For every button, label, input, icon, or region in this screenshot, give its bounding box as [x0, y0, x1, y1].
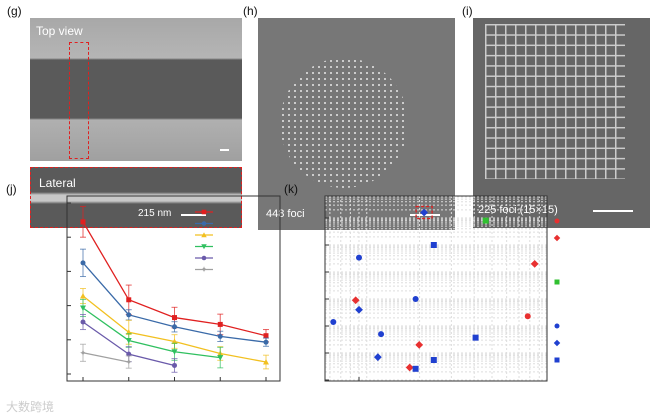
sem-448-foci: 448 foci	[258, 18, 455, 230]
data-point	[263, 333, 269, 339]
data-point	[172, 315, 177, 321]
data-point	[378, 331, 385, 338]
panel-label-j: (j)	[6, 182, 17, 196]
watermark: 大数跨境	[6, 400, 55, 414]
data-point	[80, 305, 86, 311]
scatter-chart-k	[324, 195, 561, 382]
dimension-label: 215 nm	[138, 208, 172, 219]
data-point	[430, 357, 437, 364]
data-point: ✦	[125, 357, 133, 367]
panel-label-h: (h)	[243, 4, 258, 18]
plot-frame	[66, 195, 281, 382]
legend-marker	[554, 357, 560, 363]
panel-label-k: (k)	[284, 182, 298, 196]
legend-marker	[554, 323, 560, 329]
panel-label-g: (g)	[7, 4, 22, 18]
data-point	[80, 219, 86, 225]
data-point	[351, 296, 360, 305]
data-point	[80, 319, 86, 325]
foci-array	[280, 58, 408, 188]
legend-marker	[201, 209, 207, 215]
data-point	[356, 254, 362, 261]
data-point	[373, 353, 382, 362]
sem-top-view: Top view	[30, 18, 242, 161]
data-point	[172, 324, 177, 330]
legend-marker	[553, 339, 561, 347]
data-point	[355, 305, 363, 314]
data-point	[412, 365, 419, 372]
panel-label-i: (i)	[462, 4, 473, 18]
data-point	[171, 349, 178, 355]
legend-marker	[554, 279, 560, 285]
data-point	[217, 333, 223, 339]
data-point	[126, 297, 132, 303]
series-line	[82, 352, 129, 363]
scale-bar	[220, 149, 229, 151]
data-point	[530, 259, 539, 268]
data-point	[217, 321, 223, 327]
data-point	[412, 296, 419, 302]
data-point	[482, 217, 489, 224]
data-point	[472, 334, 479, 341]
data-point	[126, 312, 132, 318]
plot-frame	[324, 195, 548, 382]
data-point	[80, 260, 86, 266]
data-point	[415, 340, 424, 349]
zoom-box	[69, 42, 89, 159]
data-point	[524, 313, 531, 320]
legend-marker	[201, 221, 207, 226]
line-chart-j: ✦ ✦ ✦	[66, 195, 281, 382]
lateral-caption: Lateral	[39, 176, 76, 190]
foci-caption: 448 foci	[266, 208, 305, 220]
data-point	[330, 319, 337, 326]
scale-bar	[181, 214, 206, 216]
legend-marker	[201, 232, 207, 238]
data-point	[263, 359, 269, 365]
data-point	[420, 208, 429, 217]
data-point: ✦	[79, 348, 87, 358]
data-point	[172, 362, 177, 368]
scale-bar	[593, 210, 633, 212]
top-view-caption: Top view	[36, 24, 83, 38]
data-point	[263, 339, 269, 345]
data-point	[125, 337, 132, 344]
legend-marker	[201, 255, 207, 261]
legend-marker	[201, 244, 207, 250]
data-point	[405, 363, 414, 372]
highlight-box	[415, 205, 433, 220]
legend-marker: ✦	[200, 265, 208, 275]
data-point	[171, 338, 178, 345]
sem-lateral-view: Lateral 215 nm	[30, 167, 242, 228]
sem-225-foci: 225 foci (15×15)	[473, 18, 650, 228]
data-point	[217, 355, 224, 361]
data-point	[80, 293, 86, 299]
data-point	[430, 242, 437, 248]
series-line	[82, 307, 221, 359]
lattice-grid	[485, 24, 625, 179]
legend-marker	[553, 234, 561, 242]
legend-marker	[554, 218, 560, 224]
